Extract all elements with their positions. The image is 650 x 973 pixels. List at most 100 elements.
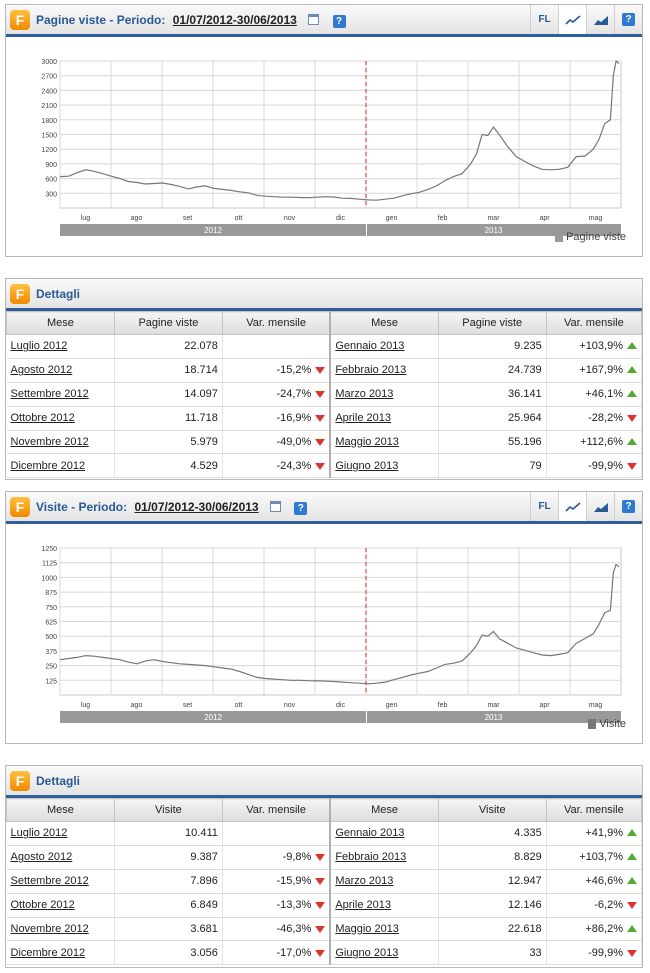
column-header[interactable]: Mese: [6, 311, 115, 335]
y-tick-label: 250: [45, 664, 57, 671]
month-link[interactable]: Febbraio 2013: [335, 851, 407, 864]
year-label: 2012: [204, 226, 222, 235]
value-cell: 6.849: [114, 893, 223, 918]
month-link[interactable]: Maggio 2013: [335, 923, 399, 935]
visits-chart-panel: F Visite - Periodo: 01/07/2012-30/06/201…: [5, 491, 643, 744]
column-header[interactable]: Mese: [6, 798, 115, 822]
month-link[interactable]: Settembre 2012: [10, 388, 89, 401]
column-header[interactable]: Mese: [329, 798, 439, 822]
chart-help-button[interactable]: ?: [614, 492, 642, 521]
chart-help-button[interactable]: ?: [614, 5, 642, 34]
column-header[interactable]: Visite: [113, 798, 223, 822]
change-text: -9,8%: [282, 851, 312, 864]
table-row: Agosto 2012 18.714 -15,2% Febbraio 2013 24.7…: [6, 358, 643, 383]
value-cell: 4.335: [438, 821, 547, 846]
pageviews-period-link[interactable]: 01/07/2012-30/06/2013: [172, 13, 297, 27]
calendar-icon[interactable]: [308, 14, 320, 25]
value-text: 3.681: [190, 923, 218, 935]
month-link[interactable]: Agosto 2012: [10, 364, 73, 377]
month-cell: Agosto 2012: [6, 358, 115, 383]
x-tick-label: ott: [235, 702, 243, 709]
value-cell: 12.146: [438, 893, 547, 918]
month-link[interactable]: Maggio 2013: [335, 436, 399, 448]
month-link[interactable]: Novembre 2012: [10, 923, 89, 935]
value-text: 9.235: [514, 340, 542, 353]
month-link[interactable]: Giugno 2013: [335, 459, 399, 472]
visits-details-header: F Dettagli: [6, 766, 642, 798]
pageviews-line-chart: 3000 2700 2400 2100 1800 1500 1200 900 600 300 lug…: [41, 59, 622, 236]
month-link[interactable]: Marzo 2013: [335, 388, 394, 401]
column-header[interactable]: Var. mensile: [221, 798, 331, 822]
year-label: 2012: [204, 713, 222, 722]
visits-details-table: Mese Visite Var. mensile Mese Visite Var. men…: [6, 798, 643, 966]
month-link[interactable]: Aprile 2013: [335, 412, 391, 425]
month-link[interactable]: Aprile 2013: [335, 899, 391, 912]
month-link[interactable]: Settembre 2012: [10, 875, 89, 888]
value-cell: 33: [438, 940, 547, 966]
visits-chart-header: F Visite - Periodo: 01/07/2012-30/06/201…: [6, 492, 642, 524]
column-header[interactable]: Pagine viste: [437, 311, 547, 335]
help-icon[interactable]: ?: [332, 15, 346, 28]
column-header[interactable]: Var. mensile: [545, 798, 643, 822]
flash-toggle-button[interactable]: FL: [530, 5, 558, 34]
table-row: Novembre 2012 3.681 -46,3% Maggio 2013 22.61…: [6, 917, 643, 942]
change-text: -15,2%: [276, 364, 312, 377]
month-link[interactable]: Febbraio 2013: [335, 364, 407, 377]
month-link[interactable]: Ottobre 2012: [10, 899, 75, 912]
month-link[interactable]: Luglio 2012: [10, 827, 68, 840]
month-link[interactable]: Agosto 2012: [10, 851, 73, 864]
change-text: +46,1%: [585, 388, 623, 401]
value-cell: 9.235: [438, 334, 547, 359]
column-header[interactable]: Pagine viste: [113, 311, 223, 335]
area-chart-button[interactable]: [586, 492, 614, 521]
calendar-icon[interactable]: [269, 501, 281, 512]
app-logo-icon: F: [10, 771, 30, 791]
month-link[interactable]: Luglio 2012: [10, 340, 68, 353]
column-header[interactable]: Visite: [437, 798, 547, 822]
column-header[interactable]: Var. mensile: [545, 311, 643, 335]
change-cell: +103,9%: [546, 334, 643, 359]
change-text: +112,6%: [580, 436, 623, 448]
month-link[interactable]: Giugno 2013: [335, 946, 399, 959]
x-tick-label: set: [183, 702, 192, 709]
month-link[interactable]: Gennaio 2013: [335, 340, 405, 353]
column-header[interactable]: Var. mensile: [221, 311, 331, 335]
month-link[interactable]: Novembre 2012: [10, 436, 89, 448]
visits-period-link[interactable]: 01/07/2012-30/06/2013: [134, 500, 259, 514]
value-text: 4.335: [514, 827, 542, 840]
change-cell: -99,9%: [546, 940, 643, 966]
change-cell: -6,2%: [546, 893, 643, 918]
month-link[interactable]: Ottobre 2012: [10, 412, 75, 425]
flash-toggle-button[interactable]: FL: [530, 492, 558, 521]
line-chart-button[interactable]: [558, 492, 586, 521]
column-header[interactable]: Mese: [329, 311, 439, 335]
month-cell: Aprile 2013: [329, 893, 439, 918]
value-text: 22.618: [508, 923, 542, 935]
help-icon[interactable]: ?: [294, 502, 308, 515]
trend-down-icon: [627, 415, 637, 423]
value-text: 6.849: [190, 899, 218, 912]
line-chart-button[interactable]: [558, 5, 586, 34]
value-cell: 22.078: [114, 334, 223, 359]
month-cell: Febbraio 2013: [329, 358, 439, 383]
area-chart-button[interactable]: [586, 5, 614, 34]
x-tick-label: lug: [81, 215, 90, 222]
value-text: 7.896: [190, 875, 218, 888]
trend-down-icon: [627, 949, 637, 957]
month-link[interactable]: Dicembre 2012: [10, 459, 86, 472]
y-tick-label: 1000: [41, 575, 57, 582]
table-row: Ottobre 2012 11.718 -16,9% Aprile 2013 25.96…: [6, 406, 643, 431]
y-tick-label: 375: [45, 649, 57, 656]
change-cell: -49,0%: [222, 430, 331, 455]
x-tick-label: mar: [487, 215, 500, 222]
pageviews-chart-panel: F Pagine viste - Periodo: 01/07/2012-30/…: [5, 4, 643, 257]
month-link[interactable]: Dicembre 2012: [10, 946, 86, 959]
year-bar-2012: [60, 224, 366, 236]
pageviews-chart-header: F Pagine viste - Periodo: 01/07/2012-30/…: [6, 5, 642, 37]
x-tick-label: apr: [539, 702, 550, 709]
y-tick-label: 3000: [41, 59, 57, 66]
month-link[interactable]: Gennaio 2013: [335, 827, 405, 840]
value-text: 36.141: [508, 388, 542, 401]
month-link[interactable]: Marzo 2013: [335, 875, 394, 888]
month-cell: Luglio 2012: [6, 334, 115, 359]
